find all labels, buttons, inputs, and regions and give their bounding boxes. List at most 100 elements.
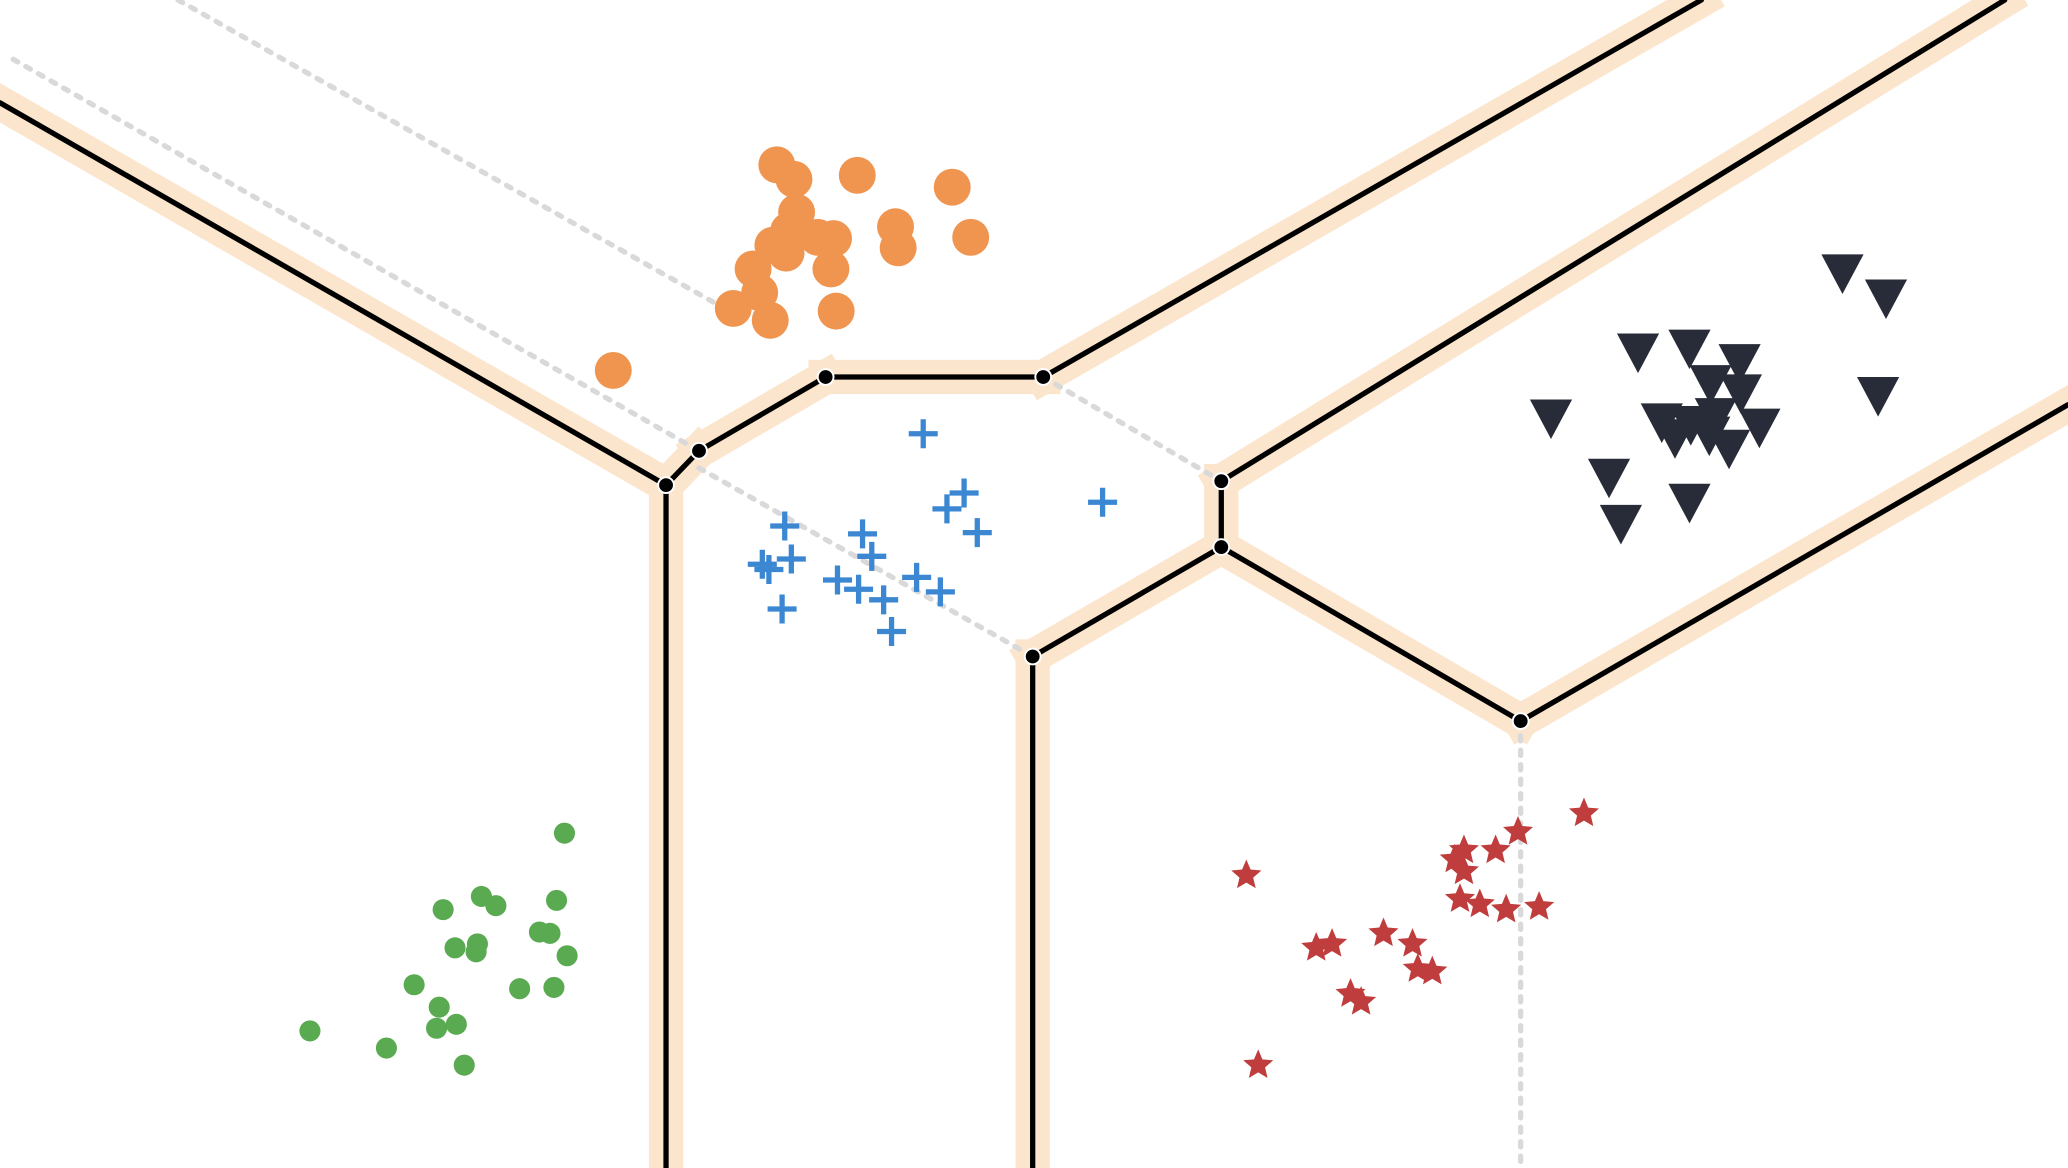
data-point-star-red — [1368, 917, 1399, 947]
data-point-triangle-dark — [1529, 399, 1573, 439]
data-point-star-red — [1346, 986, 1377, 1015]
data-point-circle-green — [432, 899, 454, 921]
data-point-circle-orange — [817, 292, 855, 330]
dashed-guide-line — [175, 0, 742, 320]
boundary-vertex — [1511, 712, 1530, 730]
boundary-vertex — [816, 368, 835, 386]
data-point-star-red — [1417, 955, 1448, 985]
data-point-star-red — [1524, 891, 1555, 920]
data-point-plus-blue — [770, 511, 800, 541]
data-point-circle-orange — [594, 351, 632, 389]
decision-boundary-segment — [696, 374, 829, 454]
data-point-plus-blue — [844, 574, 874, 604]
boundary-vertex — [1023, 647, 1042, 666]
data-point-circle-green — [539, 922, 561, 944]
data-point-circle-orange — [933, 168, 971, 206]
dashed-guide-layer — [10, 0, 1524, 1168]
boundary-vertex — [1212, 538, 1231, 556]
data-point-triangle-dark — [1707, 429, 1751, 470]
data-point-circle-green — [509, 978, 531, 1000]
boundary-vertex — [1034, 368, 1053, 386]
data-point-circle-orange — [812, 250, 850, 288]
data-point-triangle-dark — [1653, 419, 1697, 459]
data-point-circle-green — [453, 1054, 475, 1076]
decision-boundary-segment — [0, 100, 669, 488]
data-point-plus-blue — [869, 585, 899, 615]
data-point-plus-blue — [925, 577, 955, 607]
dashed-guide-line — [10, 56, 702, 454]
data-point-circle-green — [445, 1013, 467, 1035]
data-point-circle-green — [299, 1020, 321, 1042]
data-point-triangle-dark — [1668, 483, 1711, 524]
data-point-circle-orange — [799, 218, 837, 256]
data-point-triangle-dark — [1821, 254, 1864, 294]
data-point-triangle-dark — [1738, 408, 1781, 449]
dashed-guide-line — [1040, 374, 1224, 484]
data-point-circle-orange — [714, 290, 752, 327]
data-point-star-red — [1480, 834, 1511, 864]
data-point-triangle-dark — [1587, 458, 1631, 499]
data-point-star-red — [1464, 888, 1495, 918]
data-point-plus-blue — [932, 494, 962, 524]
data-point-triangle-dark — [1719, 374, 1763, 414]
boundary-vertex-layer — [657, 368, 1530, 730]
data-point-triangle-dark — [1856, 377, 1900, 417]
data-point-circle-green — [556, 945, 578, 967]
data-point-star-red — [1568, 797, 1600, 827]
data-point-plus-blue — [902, 562, 932, 592]
boundary-vertex — [1212, 472, 1231, 491]
data-point-triangle-dark — [1616, 333, 1660, 374]
data-point-star-red — [1243, 1049, 1274, 1078]
data-point-circle-green — [546, 889, 568, 911]
boundary-vertex — [657, 476, 675, 495]
data-point-plus-blue — [754, 554, 784, 584]
data-point-plus-blue — [962, 518, 992, 548]
decision-boundary-segment — [1518, 402, 2068, 724]
data-point-circle-orange — [838, 156, 876, 194]
data-point-star-red — [1502, 816, 1534, 845]
data-point-plus-blue — [857, 541, 887, 571]
decision-boundary-segment — [1030, 544, 1224, 660]
data-point-star-red — [1317, 928, 1348, 957]
data-point-plus-blue — [747, 549, 777, 579]
data-point-circle-green — [375, 1037, 397, 1059]
data-point-circle-green — [485, 895, 507, 917]
data-point-plus-blue — [822, 565, 852, 595]
data-point-star-red — [1448, 855, 1479, 885]
data-point-circle-green — [425, 1017, 448, 1039]
data-point-triangle-dark — [1864, 279, 1908, 320]
data-point-circle-orange — [775, 160, 813, 198]
data-point-circle-orange — [952, 218, 990, 256]
data-point-plus-blue — [848, 519, 878, 549]
data-point-circle-orange — [767, 234, 805, 272]
data-point-layer — [299, 146, 1908, 1078]
data-point-star-red — [1397, 928, 1428, 957]
data-point-triangle-dark — [1599, 504, 1643, 545]
dashed-guide-line — [696, 465, 1036, 660]
data-point-circle-green — [543, 976, 565, 998]
decision-boundary-segment — [1218, 0, 2008, 484]
data-point-circle-green — [444, 937, 466, 959]
data-point-star-red — [1444, 883, 1476, 912]
data-point-circle-green — [553, 822, 576, 844]
decision-boundary-segment — [1040, 0, 1704, 380]
data-point-circle-green — [428, 996, 450, 1018]
data-point-circle-green — [403, 974, 425, 996]
data-point-plus-blue — [877, 616, 907, 646]
data-point-circle-orange — [751, 301, 789, 339]
data-point-triangle-dark — [1718, 344, 1761, 384]
data-point-triangle-dark — [1668, 329, 1711, 370]
data-point-plus-blue — [776, 544, 806, 574]
data-point-plus-blue — [949, 478, 979, 508]
data-point-star-red — [1491, 893, 1522, 923]
data-point-plus-blue — [1088, 487, 1118, 517]
data-point-star-red — [1231, 859, 1262, 889]
data-point-circle-orange — [879, 229, 917, 267]
data-point-plus-blue — [767, 594, 797, 624]
data-point-plus-blue — [908, 419, 938, 449]
boundary-vertex — [690, 441, 708, 460]
decision-boundary-segment — [1218, 544, 1524, 724]
data-point-circle-green — [465, 941, 487, 963]
